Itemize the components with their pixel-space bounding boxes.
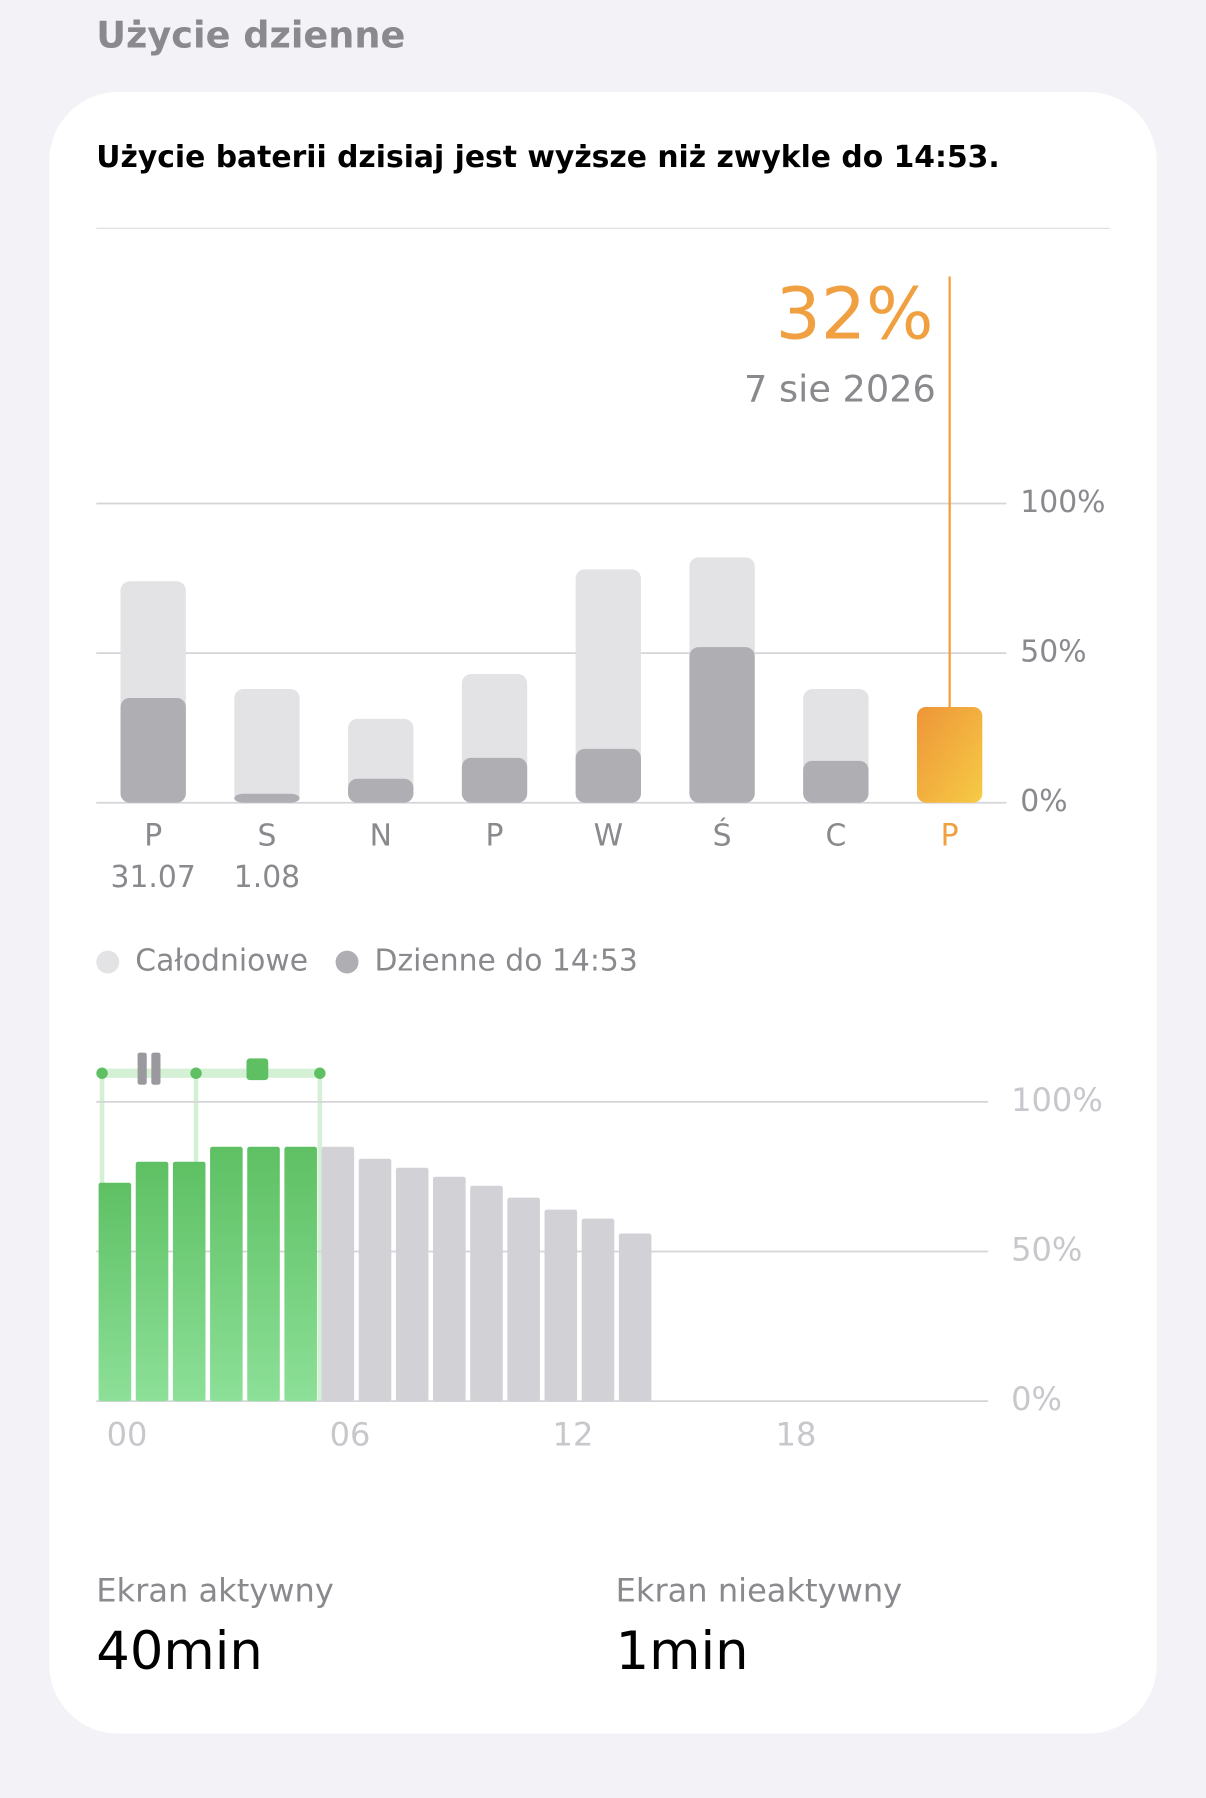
bar bbox=[507, 1197, 540, 1402]
bar bbox=[98, 1182, 132, 1402]
bar bbox=[575, 569, 641, 803]
x-tick-label: C bbox=[825, 819, 846, 854]
bar bbox=[433, 1176, 466, 1402]
y-tick-label: 50% bbox=[1011, 1231, 1082, 1269]
summary: Użycie baterii dzisiaj jest wyższe niż z… bbox=[96, 140, 999, 175]
bar bbox=[395, 1167, 429, 1402]
bar bbox=[575, 748, 641, 803]
bar bbox=[172, 1161, 206, 1402]
legend-swatch bbox=[335, 950, 359, 974]
x-tick-label: 18 bbox=[776, 1416, 817, 1454]
bar bbox=[544, 1209, 578, 1402]
stat-label: Ekran nieaktywny bbox=[616, 1572, 903, 1610]
card bbox=[49, 91, 1157, 1734]
x-tick-label: P bbox=[144, 819, 162, 854]
bar bbox=[247, 1146, 280, 1402]
y-tick-label: 100% bbox=[1020, 485, 1105, 520]
x-tick-label: 06 bbox=[330, 1416, 371, 1454]
legend-label: Dzienne do 14:53 bbox=[375, 944, 638, 979]
bar bbox=[618, 1233, 652, 1402]
bar bbox=[803, 760, 869, 803]
selected-value: 32% bbox=[776, 272, 934, 355]
bar bbox=[284, 1146, 317, 1402]
y-tick-label: 0% bbox=[1011, 1380, 1062, 1418]
x-tick-label: 00 bbox=[107, 1416, 148, 1454]
stat-value: 40min bbox=[96, 1621, 263, 1682]
x-tick-label: P bbox=[941, 819, 959, 854]
bar bbox=[120, 697, 186, 803]
weekly-chart: 0% 50% 100% P 31.07 S 1.08 N P W Ś C P 32% 7 sie 2026 bbox=[96, 272, 1105, 895]
bar bbox=[470, 1185, 503, 1402]
x-tick-label: P bbox=[486, 819, 504, 854]
bar bbox=[210, 1146, 243, 1402]
selected-date: 7 sie 2026 bbox=[744, 368, 936, 411]
stat-label: Ekran aktywny bbox=[96, 1572, 334, 1610]
x-tick-label: W bbox=[594, 819, 623, 854]
bar bbox=[348, 778, 414, 803]
bar bbox=[135, 1161, 169, 1402]
bar bbox=[234, 793, 300, 803]
x-tick-label: N bbox=[370, 819, 392, 854]
stats: Ekran aktywny 40min Ekran nieaktywny 1min bbox=[96, 1572, 902, 1683]
legend: Całodniowe Dzienne do 14:53 bbox=[96, 944, 638, 979]
bar bbox=[358, 1158, 392, 1402]
x-tick-label: 12 bbox=[553, 1416, 594, 1454]
bar bbox=[916, 706, 983, 803]
x-tick-label: Ś bbox=[713, 817, 732, 854]
bar bbox=[234, 689, 300, 803]
x-sublabel: 31.07 bbox=[111, 860, 196, 895]
legend-label: Całodniowe bbox=[135, 944, 308, 979]
x-tick-label: S bbox=[258, 819, 277, 854]
legend-swatch bbox=[96, 950, 120, 974]
bar bbox=[581, 1218, 615, 1402]
bar bbox=[321, 1146, 355, 1402]
stat-value: 1min bbox=[616, 1621, 749, 1682]
x-sublabel: 1.08 bbox=[234, 860, 300, 895]
bar bbox=[689, 647, 755, 803]
y-tick-label: 50% bbox=[1020, 635, 1086, 670]
bar bbox=[461, 757, 528, 803]
y-tick-label: 0% bbox=[1020, 784, 1067, 819]
y-tick-label: 100% bbox=[1011, 1081, 1103, 1119]
hourly-chart: 0% 50% 100% 00 06 12 18 bbox=[96, 1081, 1103, 1454]
section-title: Użycie dzienne bbox=[96, 13, 405, 56]
